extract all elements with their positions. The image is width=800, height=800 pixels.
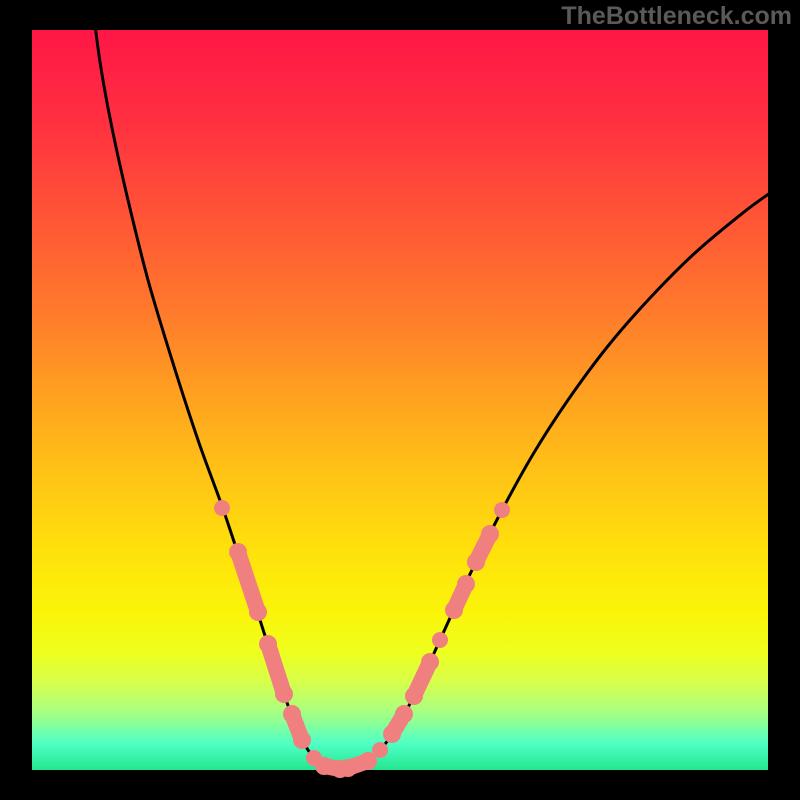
curve-markers — [214, 500, 510, 778]
chart-container: TheBottleneck.com — [0, 0, 800, 800]
watermark-text: TheBottleneck.com — [561, 2, 792, 31]
curve-layer — [0, 0, 800, 800]
